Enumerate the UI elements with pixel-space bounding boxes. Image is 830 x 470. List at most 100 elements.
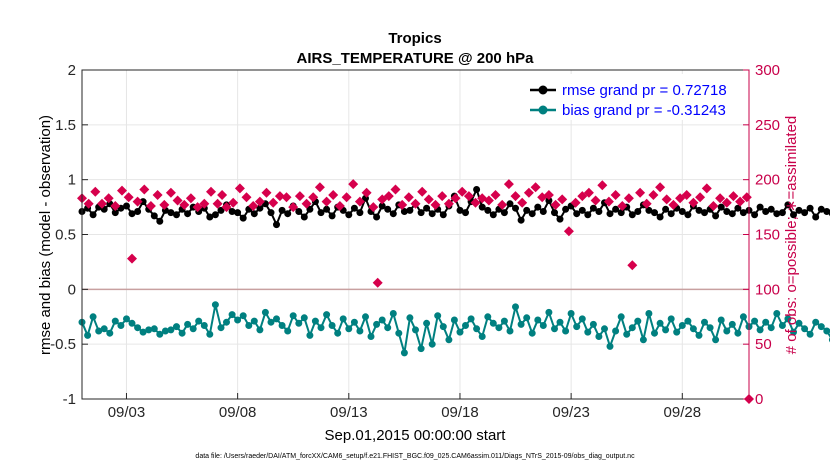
bias-point-19 <box>184 320 192 328</box>
x-tick-label-2: 09/13 <box>330 404 368 421</box>
bias-point-29 <box>239 312 247 320</box>
bias-point-22 <box>200 322 208 329</box>
obs-count-point-46 <box>372 277 383 288</box>
rmse-point-125 <box>773 210 781 218</box>
bias-point-79 <box>517 320 525 328</box>
bias-point-47 <box>339 315 347 323</box>
bias-point-15 <box>161 327 169 335</box>
bias-point-37 <box>284 327 292 335</box>
y-right-tick-label-5: 250 <box>755 117 780 134</box>
obs-count-point-93 <box>681 190 692 200</box>
x-tick-label-0: 09/03 <box>108 404 146 421</box>
rmse-point-14 <box>156 217 164 225</box>
bias-point-133 <box>817 323 825 331</box>
rmse-point-19 <box>184 210 192 218</box>
bias-point-43 <box>317 324 325 332</box>
rmse-point-76 <box>500 209 508 217</box>
obs-count-point-34 <box>294 191 305 202</box>
obs-count-point-15 <box>172 195 183 206</box>
rmse-point-132 <box>812 213 820 221</box>
bias-point-64 <box>434 312 442 320</box>
obs-count-point-86 <box>635 187 646 198</box>
bias-point-68 <box>456 328 464 336</box>
bias-point-83 <box>539 322 547 329</box>
bias-point-125 <box>773 310 781 317</box>
grid-lines <box>82 69 749 400</box>
obs-count-point-9 <box>132 196 143 207</box>
obs-count-point-80 <box>597 180 608 191</box>
obs-count-point-88 <box>648 190 659 200</box>
rmse-point-100 <box>634 208 642 215</box>
obs-count-point-81 <box>603 196 614 207</box>
bias-point-114 <box>712 336 720 344</box>
bias-point-59 <box>406 314 414 322</box>
bias-point-31 <box>250 317 258 325</box>
obs-count-point-58 <box>450 193 461 204</box>
rmse-point-82 <box>534 203 542 211</box>
obs-count-point-63 <box>483 195 494 206</box>
obs-count-point-23 <box>221 202 232 213</box>
rmse-point-130 <box>801 209 809 217</box>
bias-point-63 <box>428 340 436 348</box>
bias-point-66 <box>445 336 453 344</box>
rmse-point-90 <box>578 206 586 214</box>
rmse-point-108 <box>678 208 686 215</box>
bias-point-69 <box>462 322 469 329</box>
legend: rmse grand pr = 0.72718 bias grand pr = … <box>525 74 745 120</box>
bias-point-86 <box>556 318 564 326</box>
obs-count-point-74 <box>557 194 568 205</box>
rmse-point-97 <box>617 209 625 217</box>
bias-point-109 <box>684 317 692 325</box>
bias-point-23 <box>206 330 214 338</box>
rmse-point-44 <box>323 205 331 213</box>
rmse-point-131 <box>806 204 814 212</box>
rmse-point-16 <box>167 209 175 217</box>
x-axis-label: Sep.01,2015 00:00:00 start <box>325 427 507 444</box>
obs-count-point-61 <box>470 197 481 208</box>
bias-point-56 <box>389 310 397 317</box>
obs-count-point-43 <box>354 196 365 207</box>
bias-point-134 <box>823 327 830 335</box>
bias-point-16 <box>167 326 175 334</box>
bias-point-88 <box>567 310 575 317</box>
obs-count-point-1 <box>83 198 94 209</box>
bias-point-33 <box>261 308 269 316</box>
obs-count-point-38 <box>321 196 332 207</box>
bias-point-34 <box>267 318 275 326</box>
obs-count-point-8 <box>127 253 137 264</box>
x-tick-label-3: 09/18 <box>441 404 479 421</box>
rmse-point-91 <box>584 211 592 219</box>
rmse-point-117 <box>728 210 736 218</box>
series-layer <box>77 179 830 404</box>
rmse-point-73 <box>484 206 492 214</box>
obs-count-point-30 <box>268 197 279 208</box>
obs-count-point-66 <box>503 179 514 190</box>
rmse-point-95 <box>606 210 614 218</box>
rmse-point-69 <box>462 209 469 217</box>
legend-bias-marker <box>538 105 548 115</box>
bias-point-119 <box>739 313 747 321</box>
bias-point-130 <box>801 325 809 333</box>
rmse-point-56 <box>389 210 397 218</box>
rmse-point-103 <box>651 209 658 217</box>
rmse-point-99 <box>628 211 636 219</box>
bias-point-81 <box>528 329 536 337</box>
y-right-tick-label-4: 200 <box>755 172 780 189</box>
obs-count-point-40 <box>334 201 345 211</box>
y-tick-label-6: 2 <box>68 62 76 79</box>
rmse-point-48 <box>345 211 353 219</box>
bias-point-65 <box>439 323 447 331</box>
obs-count-point-70 <box>530 182 541 193</box>
rmse-point-36 <box>278 206 286 214</box>
rmse-point-43 <box>317 209 325 217</box>
rmse-point-115 <box>717 203 725 211</box>
bias-point-108 <box>678 322 686 329</box>
bias-point-77 <box>506 327 514 335</box>
obs-count-point-51 <box>403 192 414 203</box>
obs-count-point-100 <box>728 191 739 202</box>
rmse-point-13 <box>150 212 158 220</box>
bias-point-45 <box>328 322 336 329</box>
legend-box <box>525 74 745 120</box>
bias-point-110 <box>689 325 697 333</box>
bias-point-82 <box>534 316 542 324</box>
